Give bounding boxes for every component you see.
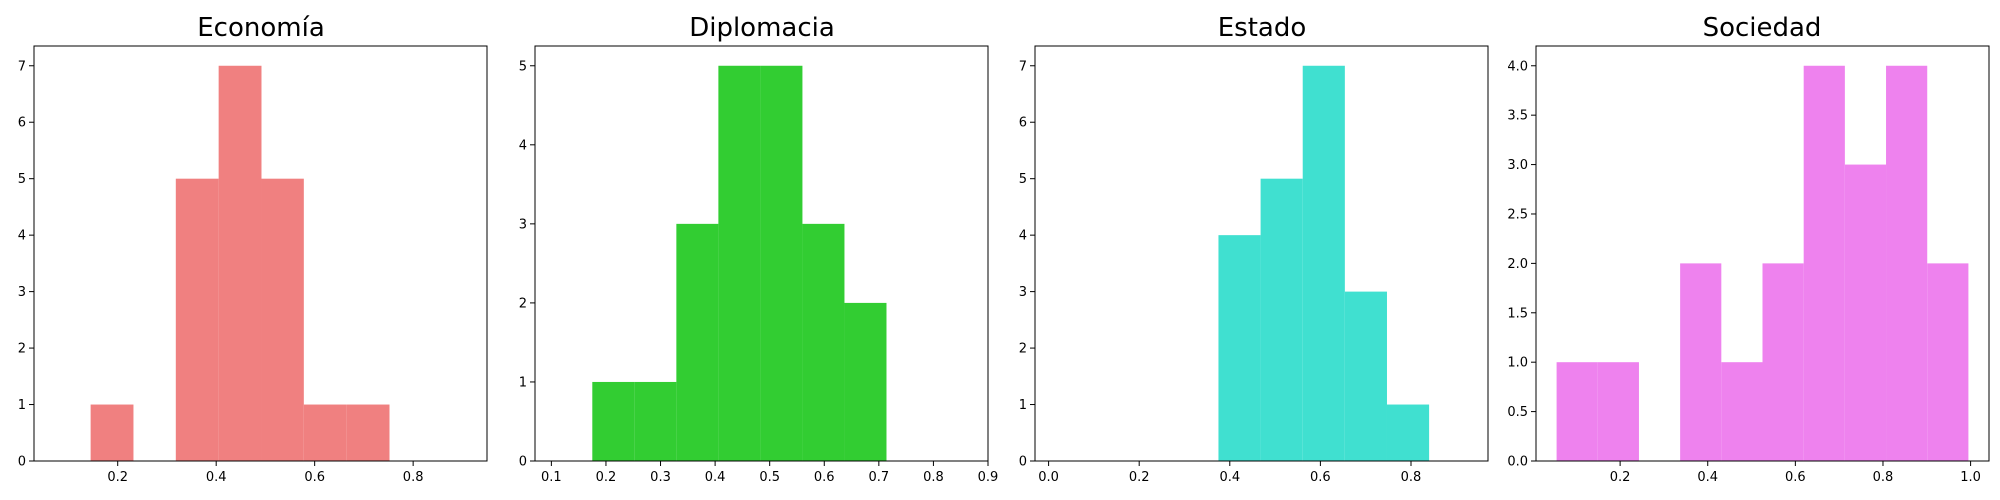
y-tick-label-sociedad-3: 1.5 — [1507, 306, 1528, 321]
y-tick-label-estado-7: 7 — [1019, 59, 1027, 74]
histogram-bar-diplomacia-4 — [760, 65, 803, 461]
y-tick-label-sociedad-6: 3.0 — [1507, 158, 1528, 173]
x-tick-label-sociedad-1: 0.4 — [1697, 470, 1718, 485]
y-tick-label-economia-3: 3 — [18, 285, 26, 300]
histogram-bar-diplomacia-0 — [592, 381, 635, 461]
panel-estado: Estado 0.0 0.2 0.4 0.6 0.8 0 1 2 3 4 5 6 7 — [1019, 13, 1489, 485]
x-tick-label-diplomacia-6: 0.7 — [868, 470, 889, 485]
y-tick-label-estado-3: 3 — [1019, 285, 1027, 300]
x-tick-label-economia-0: 0.2 — [107, 470, 128, 485]
y-tick-label-diplomacia-5: 5 — [519, 59, 527, 74]
y-tick-label-estado-4: 4 — [1019, 229, 1027, 244]
y-tick-label-economia-5: 5 — [18, 172, 26, 187]
histogram-bar-sociedad-1 — [1597, 362, 1639, 461]
y-tick-label-diplomacia-1: 1 — [519, 375, 527, 390]
y-tick-label-economia-2: 2 — [18, 342, 26, 357]
y-tick-label-economia-0: 0 — [18, 455, 26, 470]
y-tick-label-sociedad-7: 3.5 — [1507, 109, 1528, 124]
x-tick-label-diplomacia-5: 0.6 — [814, 470, 835, 485]
histogram-bar-sociedad-7 — [1844, 164, 1887, 462]
panel-economia: Economía 0.2 0.4 0.6 0.8 0 1 2 3 4 5 6 7 — [18, 13, 488, 485]
histogram-bar-estado-1 — [1260, 178, 1303, 461]
panel-diplomacia: Diplomacia 0.1 0.2 0.3 0.4 0.5 0.6 0.7 0.8 0.9 0 1… — [519, 13, 999, 485]
histogram-bar-diplomacia-1 — [634, 381, 677, 461]
y-tick-label-diplomacia-2: 2 — [519, 296, 527, 311]
y-tick-label-economia-7: 7 — [18, 59, 26, 74]
x-tick-label-estado-0: 0.0 — [1038, 470, 1059, 485]
histogram-bar-economia-0 — [90, 404, 134, 461]
histogram-bar-estado-4 — [1386, 404, 1430, 461]
histogram-bar-economia-2 — [175, 178, 219, 461]
x-tick-label-economia-1: 0.4 — [206, 470, 227, 485]
x-tick-label-diplomacia-3: 0.4 — [705, 470, 726, 485]
histogram-bar-economia-5 — [303, 404, 347, 461]
y-tick-label-sociedad-2: 1.0 — [1507, 356, 1528, 371]
histogram-bar-diplomacia-6 — [844, 302, 887, 461]
y-tick-label-economia-1: 1 — [18, 398, 26, 413]
y-tick-label-estado-2: 2 — [1019, 342, 1027, 357]
x-tick-label-estado-3: 0.6 — [1310, 470, 1331, 485]
axes-frame-diplomacia — [534, 45, 989, 462]
y-tick-label-diplomacia-4: 4 — [519, 138, 527, 153]
histogram-bar-sociedad-9 — [1927, 263, 1969, 461]
panel-title-diplomacia: Diplomacia — [689, 13, 835, 43]
y-tick-label-sociedad-8: 4.0 — [1507, 59, 1528, 74]
axes-frame-economia — [33, 45, 488, 462]
histogram-bar-diplomacia-2 — [676, 223, 719, 461]
x-tick-label-diplomacia-0: 0.1 — [541, 470, 562, 485]
panel-sociedad: Sociedad 0.2 0.4 0.6 0.8 1.0 0.0 0.5 1.0 1.5 2.0 2… — [1507, 13, 1990, 485]
y-tick-label-sociedad-0: 0.0 — [1507, 455, 1528, 470]
x-tick-label-economia-3: 0.8 — [403, 470, 424, 485]
x-tick-label-diplomacia-1: 0.2 — [596, 470, 617, 485]
panel-title-sociedad: Sociedad — [1703, 13, 1822, 43]
histogram-bar-economia-3 — [218, 65, 262, 461]
panel-title-estado: Estado — [1218, 13, 1307, 43]
y-tick-label-estado-6: 6 — [1019, 116, 1027, 131]
x-tick-label-sociedad-4: 1.0 — [1960, 470, 1981, 485]
x-tick-label-estado-1: 0.2 — [1129, 470, 1150, 485]
x-tick-label-diplomacia-7: 0.8 — [923, 470, 944, 485]
x-tick-label-sociedad-0: 0.2 — [1610, 470, 1631, 485]
axes-frame-sociedad — [1535, 45, 1990, 462]
y-tick-label-sociedad-4: 2.0 — [1507, 257, 1528, 272]
histogram-bar-economia-6 — [346, 404, 390, 461]
y-tick-label-estado-5: 5 — [1019, 172, 1027, 187]
x-tick-label-diplomacia-8: 0.9 — [978, 470, 999, 485]
y-tick-label-estado-1: 1 — [1019, 398, 1027, 413]
histogram-bar-sociedad-6 — [1803, 65, 1845, 461]
y-tick-label-sociedad-5: 2.5 — [1507, 207, 1528, 222]
histogram-bar-economia-4 — [261, 178, 304, 461]
y-tick-label-estado-0: 0 — [1019, 455, 1027, 470]
histogram-bar-diplomacia-5 — [802, 223, 845, 461]
y-tick-label-economia-6: 6 — [18, 116, 26, 131]
x-tick-label-sociedad-3: 0.8 — [1873, 470, 1894, 485]
panel-title-economia: Economía — [197, 13, 325, 43]
x-tick-label-economia-2: 0.6 — [304, 470, 325, 485]
axes-frame-estado — [1034, 45, 1489, 462]
histogram-bar-sociedad-8 — [1886, 65, 1928, 461]
x-tick-label-diplomacia-2: 0.3 — [650, 470, 671, 485]
histogram-bar-sociedad-0 — [1556, 362, 1598, 461]
x-tick-label-estado-4: 0.8 — [1401, 470, 1422, 485]
x-tick-label-sociedad-2: 0.6 — [1785, 470, 1806, 485]
histogram-bar-sociedad-3 — [1680, 263, 1722, 461]
histogram-bar-diplomacia-3 — [718, 65, 761, 461]
y-tick-label-economia-4: 4 — [18, 229, 26, 244]
histogram-bar-estado-2 — [1302, 65, 1345, 461]
y-tick-label-sociedad-1: 0.5 — [1507, 405, 1528, 420]
histogram-bar-estado-0 — [1218, 235, 1261, 461]
histogram-bar-estado-3 — [1344, 291, 1387, 461]
y-tick-label-diplomacia-0: 0 — [519, 455, 527, 470]
histogram-bar-sociedad-4 — [1721, 362, 1763, 461]
x-tick-label-diplomacia-4: 0.5 — [759, 470, 780, 485]
histogram-bar-sociedad-5 — [1762, 263, 1804, 461]
x-tick-label-estado-2: 0.4 — [1219, 470, 1240, 485]
y-tick-label-diplomacia-3: 3 — [519, 217, 527, 232]
